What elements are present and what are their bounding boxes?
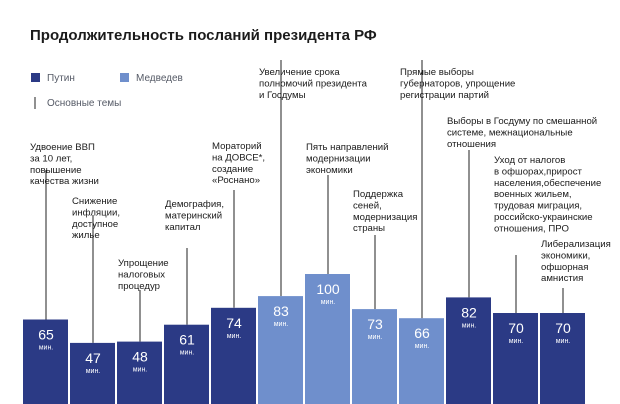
bar-9 — [446, 297, 491, 404]
bar-unit-6: мин. — [321, 299, 336, 306]
bar-unit-2: мин. — [133, 367, 148, 374]
legend-label-1: Медведев — [136, 73, 183, 84]
bar-value-4: 74 — [226, 315, 242, 331]
topic-label-10: Уход от налогов в офшорах,прирост населени… — [494, 155, 601, 234]
topic-lines — [45, 60, 564, 343]
legend-swatch-1 — [120, 73, 129, 82]
bar-unit-1: мин. — [86, 368, 101, 375]
bar-unit-0: мин. — [39, 345, 54, 352]
bar-value-8: 66 — [414, 325, 430, 341]
topic-label-3: Демография, материнский капитал — [165, 199, 224, 233]
legend-label-2: Основные темы — [47, 98, 121, 109]
bar-unit-10: мин. — [509, 338, 524, 345]
bar-value-9: 82 — [461, 304, 477, 320]
topic-label-2: Упрощение налоговых процедур — [118, 258, 169, 292]
bar-value-11: 70 — [555, 320, 571, 336]
topic-labels: Удвоение ВВП за 10 лет, повышение качества … — [30, 67, 611, 292]
bar-unit-3: мин. — [180, 350, 195, 357]
bar-unit-7: мин. — [368, 334, 383, 341]
bar-2 — [117, 341, 162, 404]
bar-6 — [305, 274, 350, 404]
bar-0 — [23, 319, 68, 404]
bars: 65 мин. 47 мин. 48 мин. 61 мин. 74 мин. 83 мин. 100 м… — [23, 274, 585, 404]
topic-label-1: Снижение инфляции, доступное жилье — [72, 196, 120, 241]
bar-8 — [399, 318, 444, 404]
chart-title: Продолжительность посланий президента РФ — [30, 27, 377, 44]
topic-label-0: Удвоение ВВП за 10 лет, повышение качества … — [30, 142, 99, 187]
bar-10 — [493, 313, 538, 404]
bar-5 — [258, 296, 303, 404]
bar-unit-4: мин. — [227, 333, 242, 340]
legend: Путин Медведев Основные темы — [31, 73, 183, 109]
bar-4 — [211, 307, 256, 404]
bar-value-1: 47 — [85, 350, 101, 366]
legend-swatch-0 — [31, 73, 40, 82]
bar-7 — [352, 309, 397, 404]
topic-label-7: Поддержка сеней, модернизация страны — [353, 189, 417, 234]
bar-11 — [540, 313, 585, 404]
bar-unit-9: мин. — [462, 322, 477, 329]
topic-label-5: Увеличение срока полномочий президента и Г… — [259, 67, 368, 101]
bar-value-7: 73 — [367, 316, 383, 332]
topic-label-9: Выборы в Госдуму по смешанной системе, ме… — [447, 116, 597, 150]
bar-unit-11: мин. — [556, 338, 571, 345]
bar-unit-8: мин. — [415, 343, 430, 350]
bar-value-0: 65 — [38, 327, 54, 343]
bar-value-3: 61 — [179, 332, 195, 348]
topic-label-8: Прямые выборы губернаторов, упрощение реги… — [400, 67, 515, 101]
topic-label-11: Либерализация экономики, офшорная амнистия — [541, 239, 611, 284]
bar-unit-5: мин. — [274, 321, 289, 328]
bar-value-5: 83 — [273, 303, 289, 319]
bar-value-2: 48 — [132, 349, 148, 365]
bar-1 — [70, 342, 115, 404]
topic-label-6: Пять направлений модернизации экономики — [306, 142, 388, 176]
topic-label-4: Мораторий на ДОВСЕ*, создание «Роснано» — [212, 141, 265, 186]
bar-value-6: 100 — [316, 281, 340, 297]
bar-3 — [164, 324, 209, 404]
bar-value-10: 70 — [508, 320, 524, 336]
legend-label-0: Путин — [47, 73, 75, 84]
